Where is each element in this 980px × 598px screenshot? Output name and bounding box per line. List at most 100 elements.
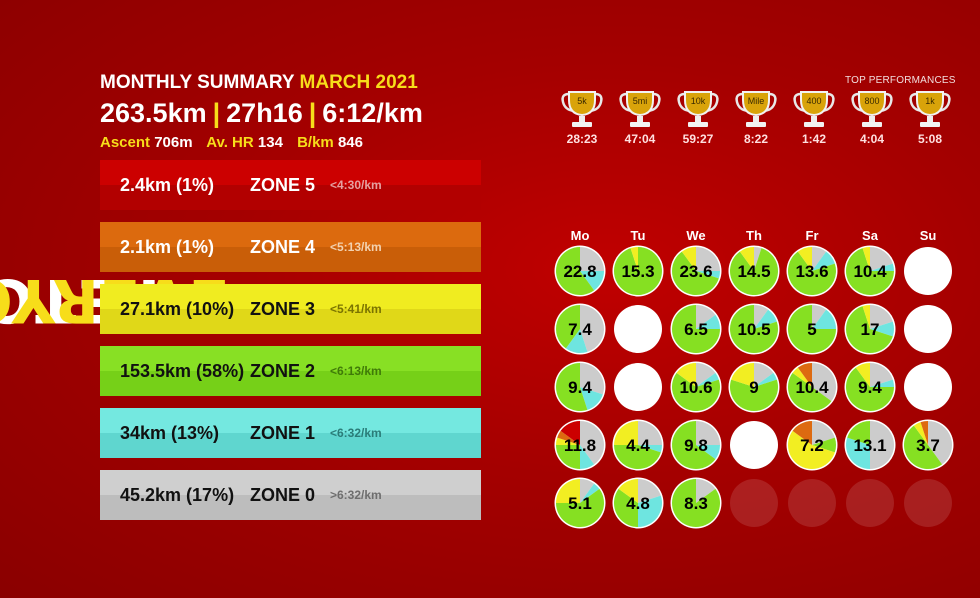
trophy-label: Mile	[748, 96, 765, 106]
pie-slice	[580, 305, 605, 352]
average-pace: 6:12/km	[322, 98, 423, 128]
summary-title-line: MONTHLY SUMMARY MARCH 2021	[100, 72, 423, 94]
day-distance: 22.8	[563, 262, 596, 281]
pie-slice	[556, 247, 595, 295]
day-distance: 10.4	[853, 262, 887, 281]
trophy-5k: 5k 28:23	[560, 88, 604, 146]
weekday-mo: Mo	[570, 228, 590, 243]
calendar-day: 23.6	[670, 245, 722, 297]
trophy-label: 400	[806, 96, 821, 106]
pie-slice	[614, 421, 638, 445]
calendar-day	[730, 479, 778, 527]
zone-0-bar: 45.2km (17%) ZONE 0 >6:32/km	[100, 470, 481, 520]
pie-slice	[731, 363, 754, 387]
zone-pace: <5:13/km	[330, 240, 382, 254]
pie-slice	[630, 246, 638, 271]
pie-slice	[754, 363, 774, 387]
calendar-day	[846, 479, 894, 527]
day-distance: 7.4	[568, 320, 592, 339]
summary-title: MONTHLY SUMMARY	[100, 72, 295, 93]
empty-day-circle	[904, 479, 952, 527]
pie-slice	[638, 421, 662, 445]
pie-slice	[672, 372, 721, 411]
day-distance: 5	[807, 320, 816, 339]
zone-pace: <4:30/km	[330, 178, 382, 192]
pie-slice	[613, 247, 662, 295]
pie-slice	[797, 363, 812, 387]
pie-slice	[847, 421, 870, 445]
pie-slice	[672, 479, 721, 527]
pie-slice	[904, 425, 943, 469]
pie-slice	[928, 421, 953, 465]
pie-slice	[580, 247, 604, 271]
rest-day-circle	[614, 305, 662, 353]
pie-slice	[730, 379, 778, 411]
pie-slice	[812, 247, 827, 271]
pie-slice	[672, 251, 719, 295]
pie-slice	[754, 246, 762, 271]
pie-slice	[681, 247, 696, 271]
day-distance: 10.4	[795, 378, 829, 397]
pie-slice	[870, 421, 894, 469]
trophy-label: 1k	[925, 96, 935, 106]
pie-slice	[696, 372, 719, 387]
pie-slice	[812, 305, 827, 329]
zone-pace: >6:32/km	[330, 488, 382, 502]
zone-name: ZONE 5	[250, 175, 316, 195]
pie-slice	[846, 306, 893, 353]
trophy-time: 1:42	[801, 132, 827, 146]
zone-name: ZONE 3	[250, 299, 316, 319]
pie-slice	[556, 363, 588, 411]
pie-slice	[557, 430, 580, 445]
pie-slice	[812, 421, 835, 445]
zone-4-bar: 2.1km (1%) ZONE 4 <5:13/km	[100, 222, 481, 272]
calendar-day: 4.4	[612, 419, 664, 471]
pie-slice	[696, 479, 716, 503]
calendar-day: 3.7	[902, 419, 954, 471]
weekday-th: Th	[746, 228, 762, 243]
trophy-icon: 400	[793, 91, 835, 127]
trophy-icon: 10k	[677, 91, 719, 127]
top-performances-title: TOP PERFORMANCES	[845, 75, 956, 86]
day-distance: 23.6	[679, 262, 712, 281]
calendar-day: 8.3	[670, 477, 722, 529]
pie-slice	[580, 479, 595, 503]
pie-slice	[797, 247, 812, 271]
trophy-label: 800	[864, 96, 879, 106]
pie-slice	[913, 422, 928, 445]
calendar-day	[904, 305, 952, 353]
calendar-day: 7.4	[554, 303, 606, 355]
zone-distance: 2.1km (1%)	[120, 237, 215, 257]
pie-slice	[696, 247, 720, 271]
pie-slice	[696, 421, 720, 445]
pie-slice	[846, 367, 894, 411]
pie-slice	[862, 305, 870, 329]
pie-slice	[696, 314, 721, 329]
calendar-day: 17	[844, 303, 896, 355]
calendar-day: 9.4	[844, 361, 896, 413]
total-distance: 263.5km	[100, 98, 207, 128]
pie-slice	[580, 445, 595, 469]
pie-slice	[870, 321, 895, 337]
trophy-400: 400 1:42	[792, 88, 836, 146]
empty-day-circle	[846, 479, 894, 527]
calendar-day	[788, 479, 836, 527]
pie-slice	[792, 421, 812, 445]
pie-slice	[855, 363, 870, 387]
pie-slice	[580, 363, 605, 395]
zone-name: ZONE 0	[250, 485, 316, 505]
trophy-icon: 800	[851, 91, 893, 127]
bkm-label: B/km	[297, 134, 334, 151]
zone-5-bar: 2.4km (1%) ZONE 5 <4:30/km	[100, 160, 481, 210]
pie-slice	[556, 445, 580, 469]
pie-slice	[739, 246, 754, 271]
total-time: 27h16	[226, 98, 303, 128]
trophy-icon: 5mi	[619, 91, 661, 127]
rest-day-circle	[904, 363, 952, 411]
trophy-time: 5:08	[917, 132, 943, 146]
day-distance: 9	[749, 378, 758, 397]
zone-pace: <6:13/km	[330, 364, 382, 378]
separator: |	[308, 98, 317, 128]
day-distance: 6.5	[684, 320, 708, 339]
weekday-su: Su	[919, 228, 937, 243]
